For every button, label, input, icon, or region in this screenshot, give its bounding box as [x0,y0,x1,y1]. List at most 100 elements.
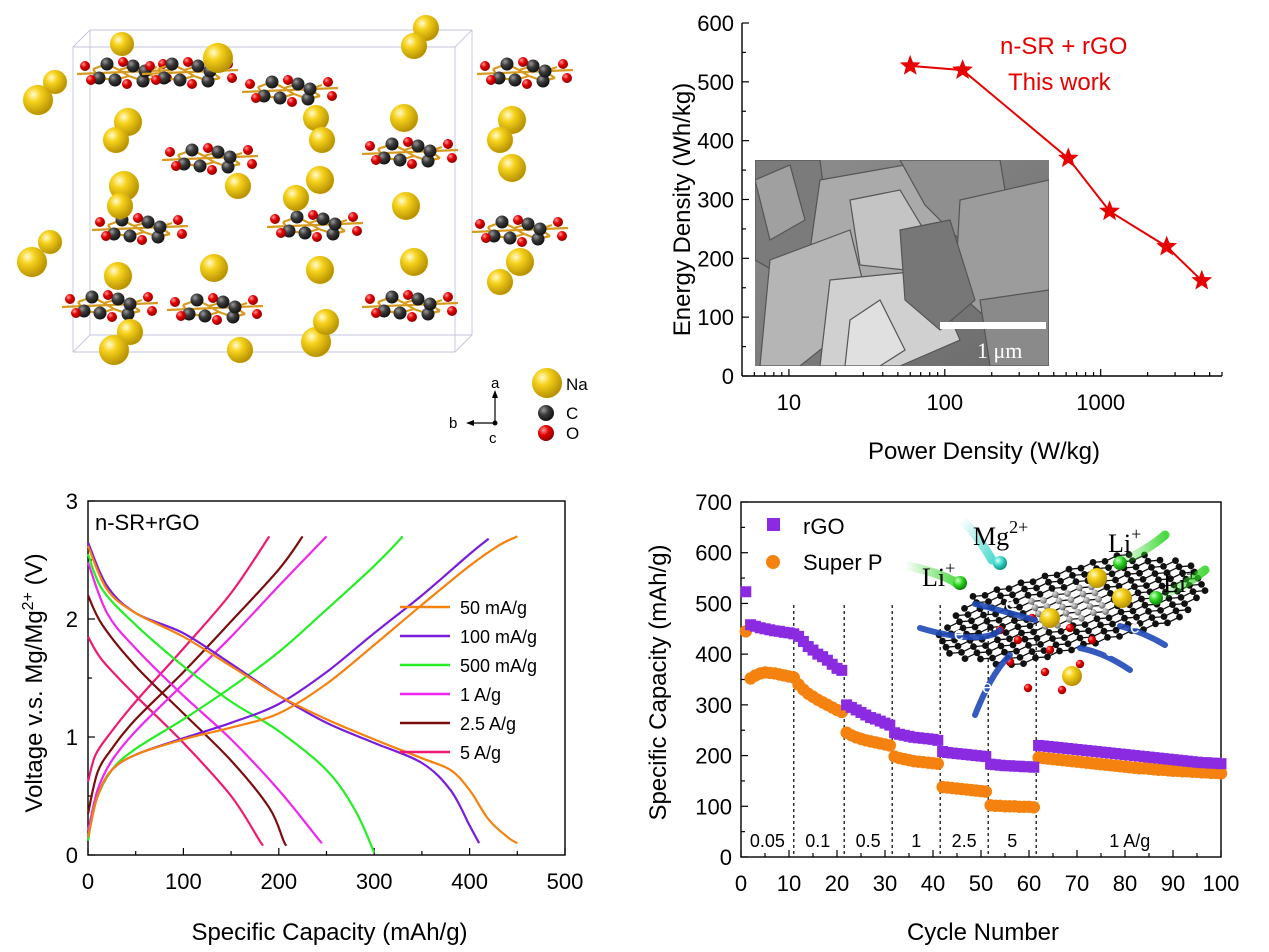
ragone-annotation-line2: This work [1008,69,1112,96]
y-axis-title: Specific Capacity (mAh/g) [645,544,672,820]
electron-path [917,625,1003,641]
x-tick-label: 70 [1065,871,1089,896]
legend-na-label: Na [566,375,588,394]
mg-ion-label: Mg2+ [973,517,1028,551]
y-tick-label: 1 [66,725,78,750]
y-tick-label: 300 [697,188,734,213]
o-atom [1045,645,1055,655]
na-atom [308,126,336,154]
x-tick-label: 400 [451,869,488,894]
rate-label: 2.5 [952,831,977,851]
voltage-chart-title: n-SR+rGO [95,510,200,535]
unit-cell-box [72,29,473,353]
x-tick-label: 200 [260,869,297,894]
voltage-axes: 0 100 200 300 400 500 0 1 2 3 Specific Capacity (m… [20,489,583,946]
x-tick-label: 500 [547,869,584,894]
electron-path [1077,645,1133,673]
x-tick-label: 100 [926,390,963,415]
y-tick-label: 100 [695,794,732,819]
graphene-sheet [935,551,1209,668]
molecule-8 [471,215,569,247]
y-tick-label: 500 [695,591,732,616]
molecule-11 [61,290,159,322]
ragone-point [952,59,973,79]
sem-crystal [899,219,976,331]
molecule-6 [91,213,189,245]
rate-label: 0.1 [805,831,830,851]
na-atom [282,184,310,212]
ragone-point [1191,269,1213,290]
y-tick-label: 200 [697,246,734,271]
mg-ion [993,556,1007,570]
x-tick-label: 40 [921,871,945,896]
sem-image-inset: 1 μm [755,160,1049,366]
o-atom [1065,623,1075,633]
charge-curve [86,535,328,832]
x-tick-label: 60 [1017,871,1041,896]
x-tick-label: 80 [1113,871,1137,896]
na-atom [42,69,68,95]
crystal-axes-indicator: a b c [449,375,500,447]
na-atom [224,172,252,200]
na-atom [199,253,229,283]
electron-label: e [1105,640,1115,660]
legend-label: 100 mA/g [460,627,537,647]
li-ion-label: Li+ [1163,564,1196,598]
legend-na-sphere [532,368,562,398]
legend-o-sphere [538,425,554,441]
na-atom [1112,588,1132,608]
y-tick-label: 400 [697,129,734,154]
x-axis-title: Power Density (W/kg) [868,438,1100,465]
axis-c-label: c [489,430,497,447]
na-atom [1040,608,1060,628]
y-axis-title: Energy Density (Wh/kg) [669,83,696,336]
x-tick-label: 1000 [1076,390,1125,415]
rate-label: 0.05 [750,831,785,851]
na-atom [486,268,514,296]
o-atom [1075,659,1085,669]
discharge-curve [86,553,376,854]
na-atom [399,247,429,277]
y-tick-label: 600 [697,11,734,36]
o-atom [1040,667,1050,677]
legend-o-label: O [566,424,579,443]
na-atom [103,261,133,291]
x-tick-label: 90 [1161,871,1185,896]
molecule-9 [166,293,264,325]
molecule-4 [161,143,259,175]
na-atom [497,105,527,135]
voltage-profile-panel: 0 100 200 300 400 500 0 1 2 3 Specific Capacity (m… [20,489,583,946]
o-atom [1087,635,1097,645]
rate-label: 1 [911,831,921,851]
rate-label: 0.5 [856,831,881,851]
legend-label: 2.5 A/g [460,714,516,734]
y-tick-label: 200 [695,744,732,769]
legend-superp-marker [766,555,780,569]
molecule-5 [361,137,459,169]
o-atom [1057,685,1067,695]
charge-curve [86,535,518,838]
molecule-1 [141,57,239,89]
ragone-axes: 10 100 1000 0 100 200 300 400 500 600 Power Densit… [669,11,1223,465]
o-atom [1023,683,1033,693]
li-ion [1149,591,1163,605]
y-tick-label: 400 [695,642,732,667]
voltage-legend: 50 mA/g 100 mA/g 500 mA/g 1 A/g 2.5 A/g 5 A/g [400,598,537,763]
legend-label: 50 mA/g [460,598,527,618]
na-atom [1062,666,1082,686]
charge-curve [86,535,304,814]
discharge-curve [86,562,323,845]
y-tick-label: 300 [695,693,732,718]
electron-path [972,601,1038,623]
na-atom [400,32,428,60]
superp-point [883,739,896,752]
rate-series [739,586,1228,814]
rgo-point [1028,761,1040,773]
rate-legend: rGO Super P [766,514,883,575]
legend-rgo-label: rGO [803,514,845,539]
discharge-curve [87,636,264,847]
discharge-curve [86,541,481,844]
mg-trail [957,515,997,565]
ragone-line [910,64,1203,282]
